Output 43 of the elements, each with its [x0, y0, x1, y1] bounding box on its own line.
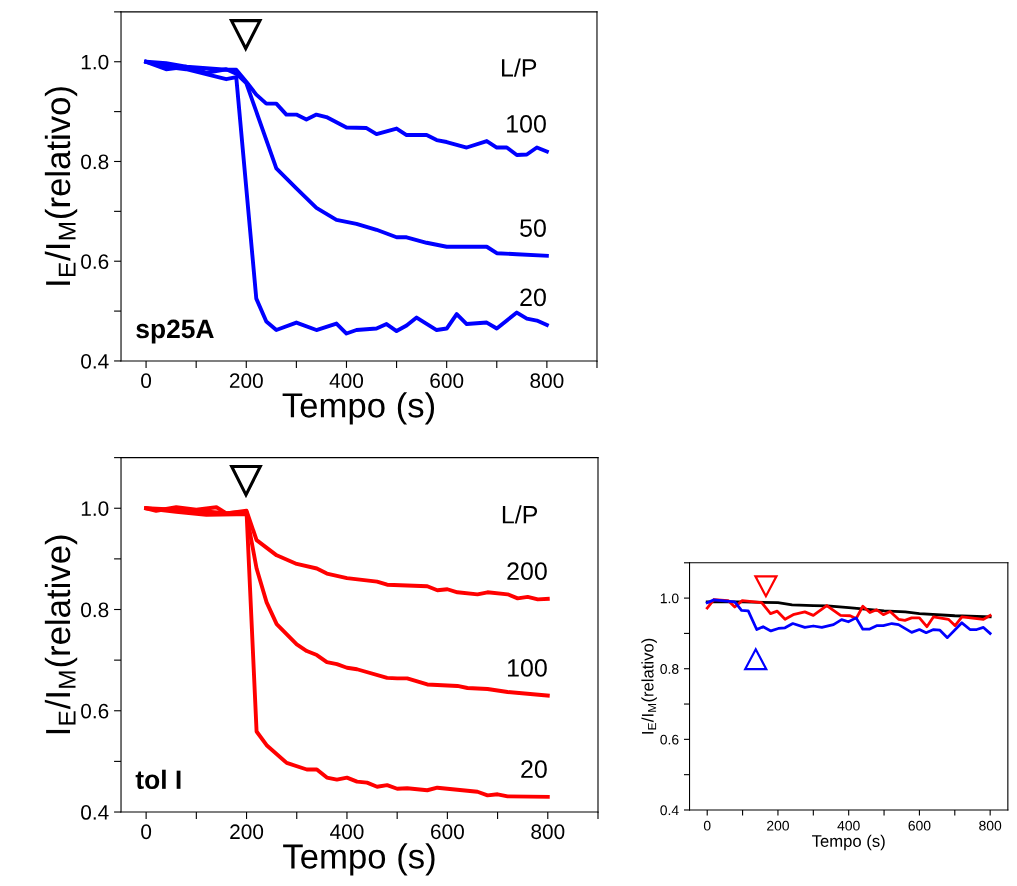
x-tick-label: 400 [837, 820, 860, 831]
x-tick-label: 800 [530, 373, 564, 389]
y-axis-title: I$_{E}$/I$_{M}$(relativo) [641, 638, 657, 734]
x-tick-label: 0 [141, 824, 152, 840]
y-tick-label: 0.6 [81, 703, 109, 719]
y-tick-label: 0.4 [81, 805, 109, 820]
x-tick-label: 800 [531, 824, 565, 840]
series-label: 100 [507, 114, 546, 133]
x-tick-label: 0 [703, 820, 711, 831]
annotation: L/P [502, 505, 538, 524]
y-tick-label: 1.0 [81, 54, 109, 70]
x-tick-label: 600 [430, 373, 464, 389]
series-label: 200 [507, 562, 547, 581]
y-tick-label: 0.8 [81, 154, 109, 170]
y-tick-label: 0.6 [81, 254, 109, 269]
x-tick-label: 200 [229, 373, 263, 389]
x-tick-label: 800 [979, 820, 1002, 831]
x-tick-label: 0 [141, 373, 152, 389]
series-label: 50 [520, 219, 546, 237]
x-axis-title: Tempo (s) [812, 834, 885, 851]
y-tick-label: 0.4 [660, 805, 679, 816]
x-tick-label: 600 [431, 824, 464, 840]
x-axis-title: Tempo (s) [282, 392, 435, 425]
x-tick-label: 600 [908, 820, 931, 831]
y-tick-label: 0.4 [81, 353, 109, 369]
y-tick-label: 0.6 [660, 734, 679, 745]
series-label: 100 [507, 659, 547, 677]
y-tick-label: 0.8 [660, 664, 679, 674]
y-tick-label: 1.0 [660, 593, 679, 604]
x-tick-label: 400 [330, 824, 364, 840]
series-label: 20 [521, 760, 547, 778]
y-tick-label: 0.8 [81, 602, 109, 618]
annotation: L/P [502, 58, 537, 77]
y-tick-label: 1.0 [81, 501, 109, 516]
x-tick-label: 200 [767, 820, 789, 831]
x-tick-label: 400 [329, 373, 364, 389]
annotation: sp25A [136, 319, 214, 344]
y-axis-title: I$_{E}$/I$_{M}$(relativo) [44, 87, 78, 285]
x-tick-label: 200 [230, 824, 264, 840]
series-label: 20 [520, 288, 546, 307]
x-axis-title: Tempo (s) [283, 843, 435, 876]
annotation: tol I [135, 769, 181, 790]
y-axis-title: I$_{E}$/I$_{M}$(relative) [44, 535, 78, 734]
